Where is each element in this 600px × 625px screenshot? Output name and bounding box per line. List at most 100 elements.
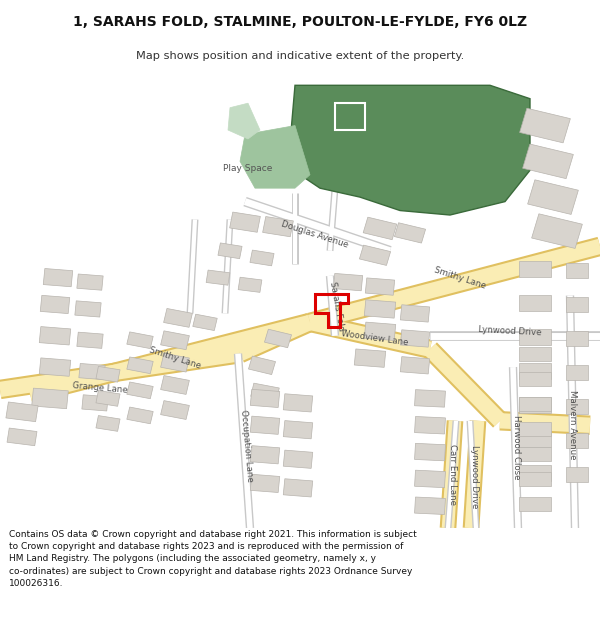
- Polygon shape: [290, 85, 530, 215]
- Polygon shape: [519, 497, 551, 511]
- Polygon shape: [127, 357, 153, 374]
- Polygon shape: [415, 416, 445, 434]
- Polygon shape: [228, 103, 260, 139]
- Polygon shape: [161, 376, 190, 394]
- Polygon shape: [40, 296, 70, 314]
- Polygon shape: [43, 269, 73, 287]
- Polygon shape: [566, 468, 588, 482]
- Polygon shape: [334, 274, 362, 291]
- Polygon shape: [161, 401, 190, 419]
- Polygon shape: [39, 327, 71, 345]
- Polygon shape: [251, 383, 279, 401]
- Polygon shape: [248, 356, 275, 374]
- Polygon shape: [283, 421, 313, 439]
- Polygon shape: [250, 389, 280, 408]
- Polygon shape: [363, 217, 397, 239]
- Polygon shape: [527, 180, 578, 214]
- Text: Contains OS data © Crown copyright and database right 2021. This information is : Contains OS data © Crown copyright and d…: [9, 530, 417, 588]
- Polygon shape: [161, 353, 190, 372]
- Polygon shape: [127, 332, 153, 349]
- Polygon shape: [566, 399, 588, 414]
- Text: Lynwood Drive: Lynwood Drive: [470, 444, 479, 508]
- Polygon shape: [75, 301, 101, 317]
- Polygon shape: [364, 322, 396, 341]
- Polygon shape: [519, 472, 551, 486]
- Polygon shape: [161, 331, 190, 349]
- Polygon shape: [240, 126, 310, 188]
- Polygon shape: [519, 397, 551, 411]
- Text: 1, SARAHS FOLD, STALMINE, POULTON-LE-FYLDE, FY6 0LZ: 1, SARAHS FOLD, STALMINE, POULTON-LE-FYL…: [73, 14, 527, 29]
- Polygon shape: [250, 250, 274, 266]
- Polygon shape: [519, 362, 551, 379]
- Text: Grange Lane: Grange Lane: [72, 381, 128, 394]
- Polygon shape: [400, 330, 430, 347]
- Text: Smithy Lane: Smithy Lane: [148, 346, 202, 371]
- Polygon shape: [82, 395, 108, 411]
- Polygon shape: [400, 357, 430, 374]
- Polygon shape: [39, 358, 71, 376]
- Polygon shape: [250, 416, 280, 434]
- Polygon shape: [365, 278, 395, 295]
- Polygon shape: [77, 332, 103, 348]
- Polygon shape: [566, 433, 588, 447]
- Polygon shape: [283, 394, 313, 412]
- Text: Smithy Lane: Smithy Lane: [433, 265, 487, 290]
- Polygon shape: [519, 294, 551, 311]
- Polygon shape: [230, 212, 260, 232]
- Polygon shape: [263, 216, 293, 237]
- Polygon shape: [532, 214, 583, 248]
- Text: Lynwood Drive: Lynwood Drive: [478, 325, 542, 338]
- Polygon shape: [283, 479, 313, 497]
- Polygon shape: [519, 329, 551, 345]
- Polygon shape: [164, 309, 193, 328]
- Polygon shape: [415, 470, 445, 488]
- Polygon shape: [250, 446, 280, 464]
- Polygon shape: [127, 407, 153, 424]
- Polygon shape: [519, 464, 551, 481]
- Polygon shape: [77, 274, 103, 290]
- Polygon shape: [415, 443, 445, 461]
- Polygon shape: [32, 388, 68, 409]
- Polygon shape: [520, 108, 571, 143]
- Polygon shape: [359, 245, 391, 266]
- Polygon shape: [519, 397, 551, 412]
- Polygon shape: [566, 263, 588, 278]
- Polygon shape: [206, 270, 230, 285]
- Polygon shape: [96, 366, 120, 382]
- Text: Map shows position and indicative extent of the property.: Map shows position and indicative extent…: [136, 51, 464, 61]
- Polygon shape: [566, 298, 588, 312]
- Text: Harwood Close: Harwood Close: [511, 416, 521, 480]
- Polygon shape: [415, 497, 445, 514]
- Polygon shape: [519, 447, 551, 461]
- Text: Douglas Avenue: Douglas Avenue: [280, 219, 350, 250]
- Polygon shape: [400, 305, 430, 322]
- Text: Carr End Lane: Carr End Lane: [449, 444, 458, 505]
- Text: Play Space: Play Space: [223, 164, 272, 173]
- Polygon shape: [415, 389, 445, 407]
- Polygon shape: [96, 391, 120, 406]
- Text: Sarahs Fold: Sarahs Fold: [328, 281, 346, 332]
- Polygon shape: [364, 300, 396, 318]
- Polygon shape: [265, 329, 292, 348]
- Polygon shape: [283, 450, 313, 468]
- Polygon shape: [193, 314, 217, 331]
- Polygon shape: [519, 422, 551, 436]
- Polygon shape: [79, 364, 105, 379]
- Polygon shape: [218, 243, 242, 259]
- Text: Woodview Lane: Woodview Lane: [341, 329, 409, 348]
- Polygon shape: [250, 474, 280, 492]
- Polygon shape: [519, 372, 551, 386]
- Text: Occupation Lane: Occupation Lane: [239, 409, 254, 482]
- Polygon shape: [519, 346, 551, 361]
- Polygon shape: [519, 431, 551, 447]
- Polygon shape: [354, 349, 386, 368]
- Polygon shape: [96, 416, 120, 431]
- Polygon shape: [519, 261, 551, 277]
- Polygon shape: [394, 222, 425, 243]
- Polygon shape: [566, 331, 588, 346]
- Polygon shape: [566, 365, 588, 379]
- Text: Malvern Avenue: Malvern Avenue: [569, 391, 577, 460]
- Polygon shape: [6, 402, 38, 422]
- Polygon shape: [127, 382, 153, 399]
- Polygon shape: [523, 144, 574, 179]
